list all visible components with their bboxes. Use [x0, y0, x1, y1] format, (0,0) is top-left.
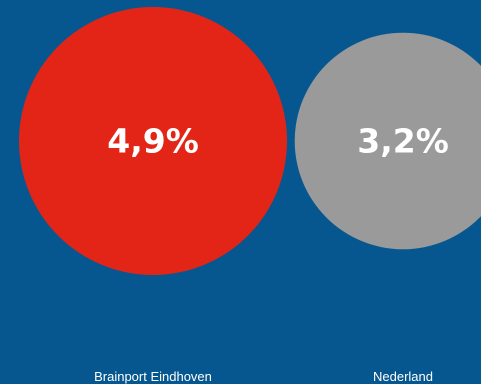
bubble-brainport-eindhoven	[19, 7, 287, 275]
value-label-brainport-eindhoven: 4,9%	[107, 122, 199, 161]
value-label-nederland: 3,2%	[357, 122, 449, 161]
category-label-nederland: Nederland	[373, 369, 433, 384]
category-label-brainport-eindhoven: Brainport Eindhoven	[94, 369, 212, 384]
bubble-nederland	[294, 32, 481, 250]
